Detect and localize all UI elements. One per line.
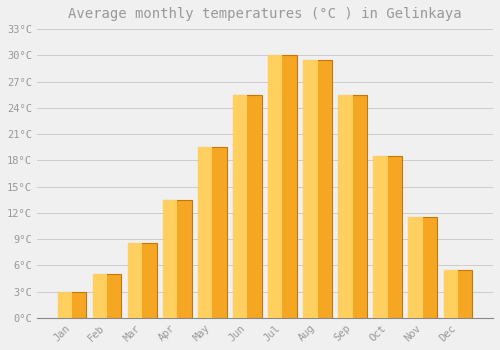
Bar: [163, 200, 177, 318]
Bar: [128, 244, 142, 318]
Bar: [303, 60, 332, 318]
Bar: [92, 274, 122, 318]
Bar: [444, 270, 472, 318]
Bar: [58, 292, 72, 318]
Bar: [444, 270, 458, 318]
Bar: [58, 292, 86, 318]
Bar: [233, 95, 248, 318]
Bar: [198, 147, 212, 318]
Bar: [163, 200, 192, 318]
Bar: [92, 274, 107, 318]
Bar: [408, 217, 437, 318]
Bar: [374, 156, 388, 318]
Title: Average monthly temperatures (°C ) in Gelinkaya: Average monthly temperatures (°C ) in Ge…: [68, 7, 462, 21]
Bar: [233, 95, 262, 318]
Bar: [338, 95, 352, 318]
Bar: [268, 55, 297, 318]
Bar: [303, 60, 318, 318]
Bar: [198, 147, 226, 318]
Bar: [268, 55, 282, 318]
Bar: [128, 244, 156, 318]
Bar: [338, 95, 367, 318]
Bar: [408, 217, 423, 318]
Bar: [374, 156, 402, 318]
